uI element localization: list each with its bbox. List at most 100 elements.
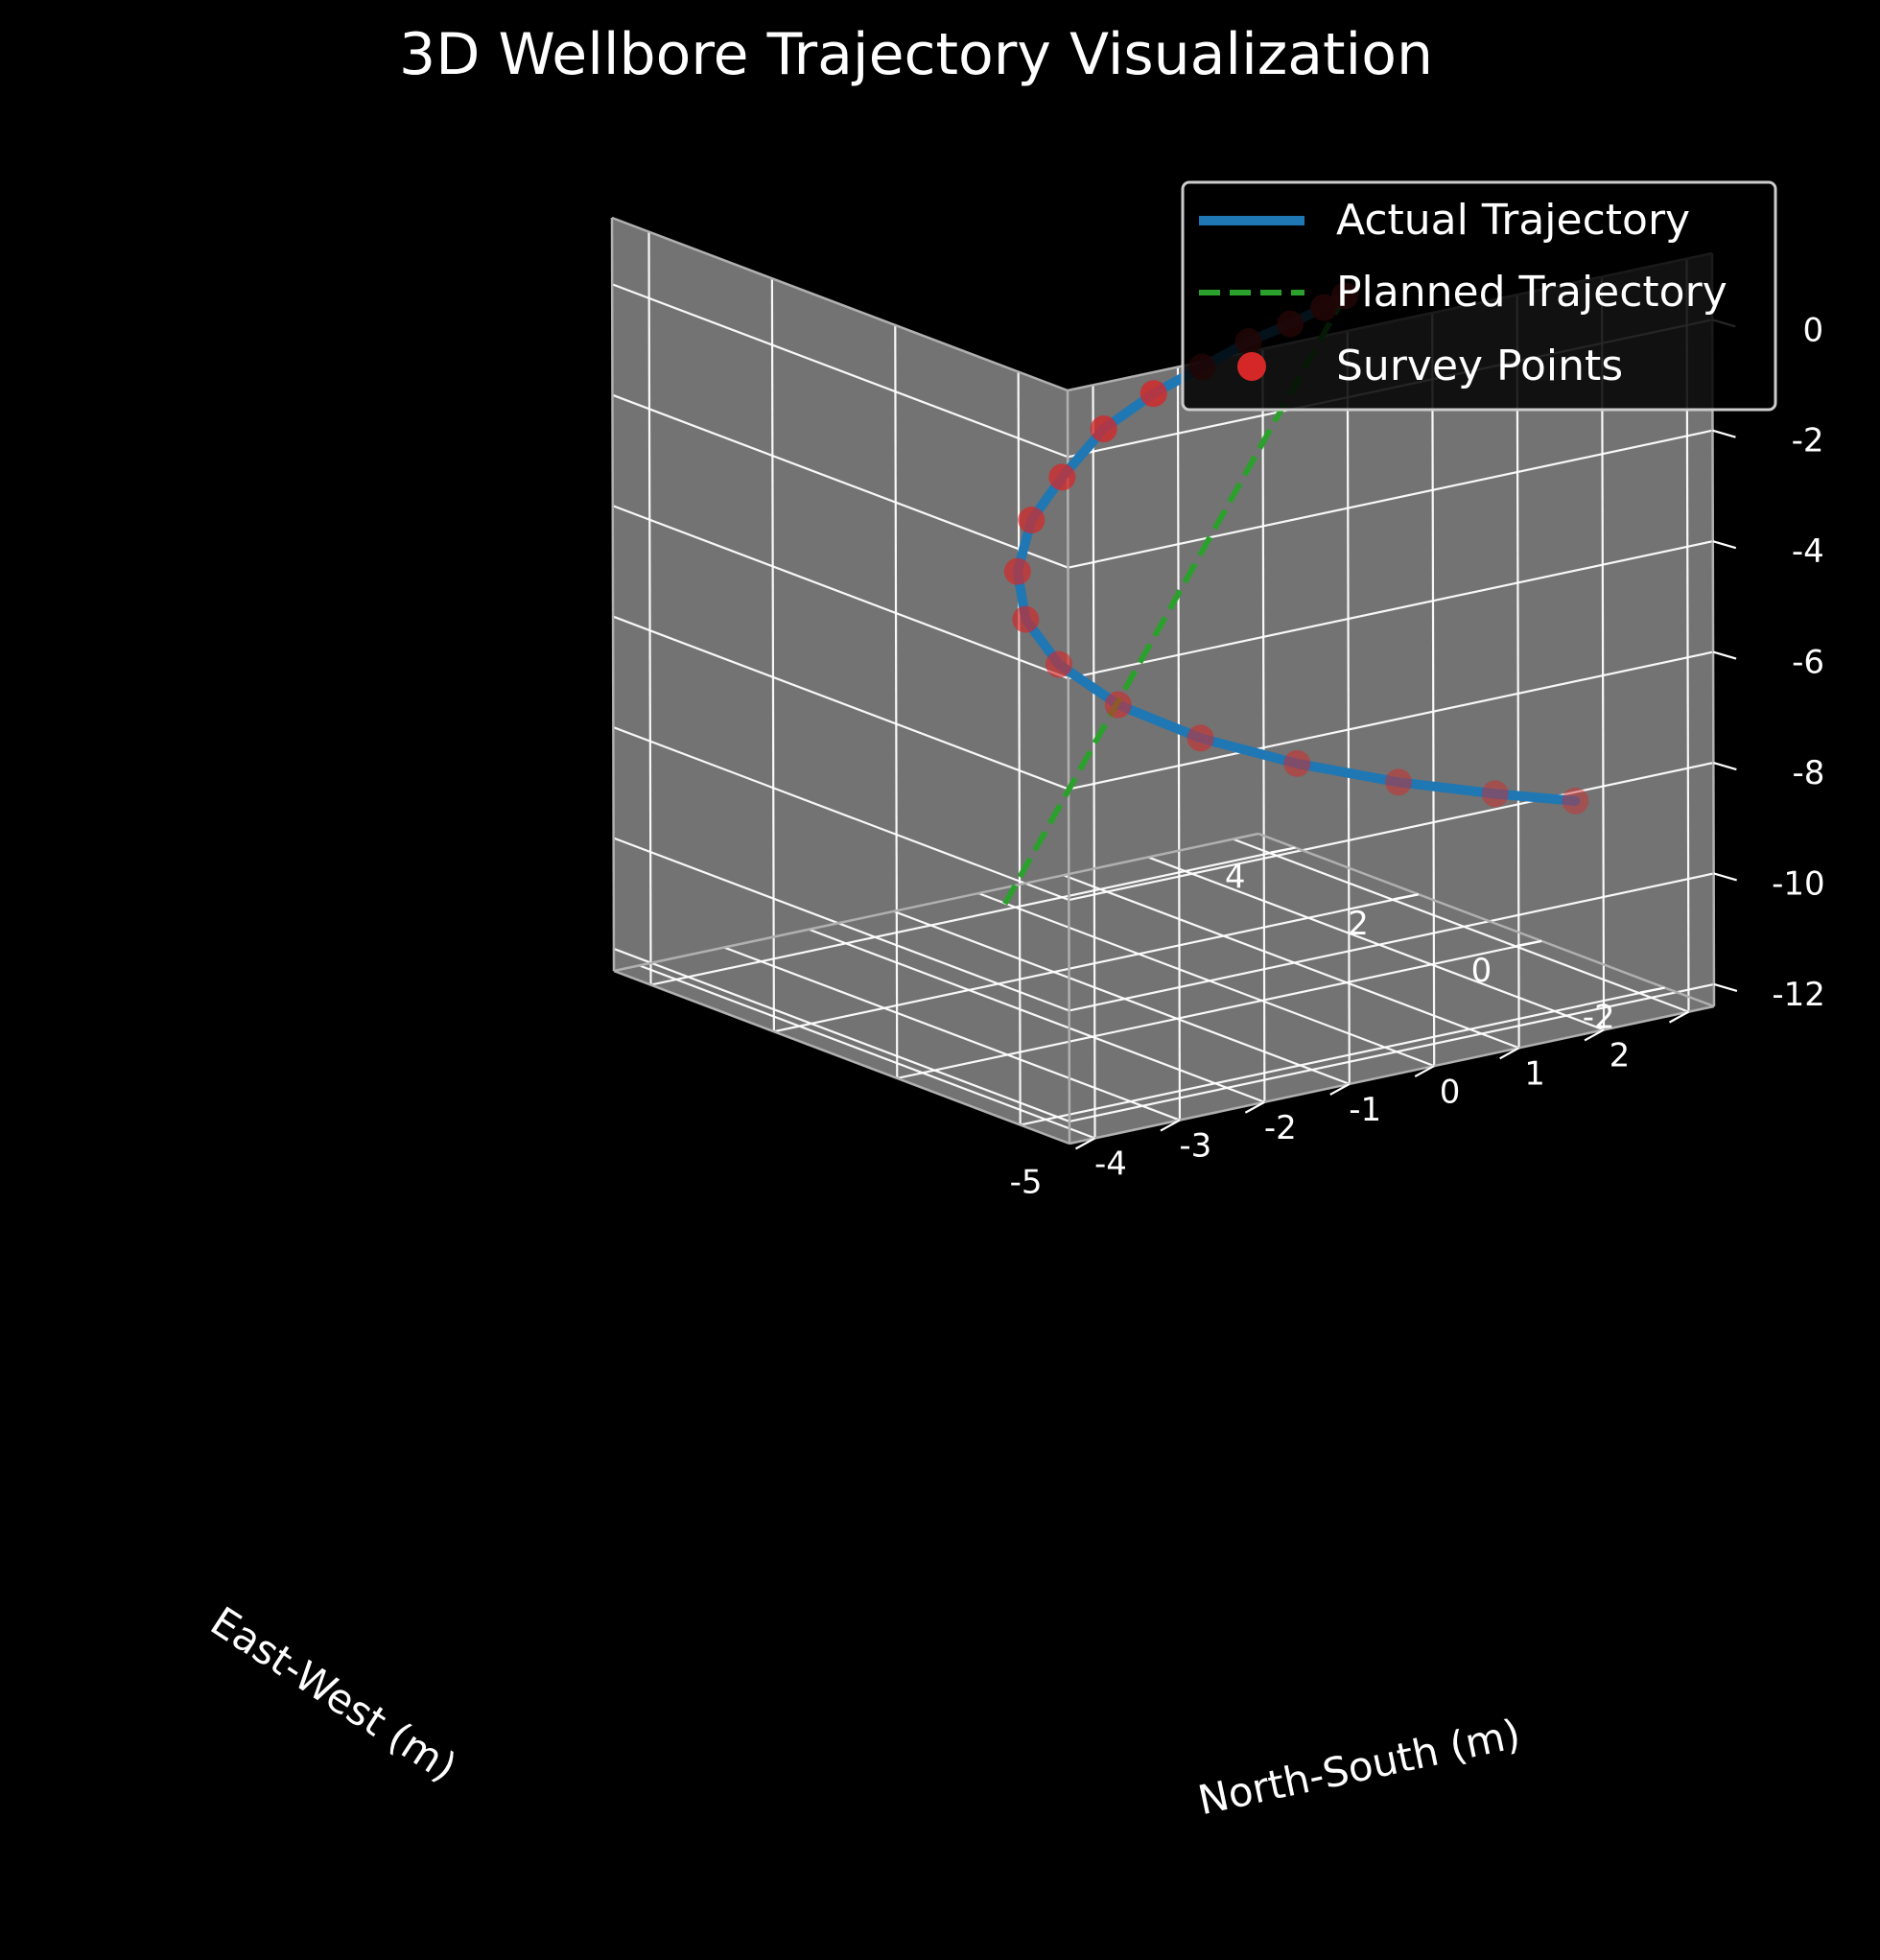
grid-line-z-back xyxy=(1068,540,1713,680)
z-tick-label: -6 xyxy=(1792,644,1824,682)
x-tick xyxy=(1516,939,1542,947)
grid-line-y-floor xyxy=(1063,874,1520,1050)
back-wall-pane xyxy=(1068,253,1714,1144)
x-tick xyxy=(1393,893,1420,901)
grid-line-z-side xyxy=(611,283,1069,459)
grid-line-x-floor xyxy=(650,846,1296,986)
z-tick xyxy=(1712,540,1737,550)
grid-line-y-wall xyxy=(1092,385,1096,1139)
y-tick xyxy=(1668,1010,1690,1024)
x-axis-label: East-West (m) xyxy=(202,1597,465,1790)
pane-edge xyxy=(613,969,1070,1145)
z-tick-label: 0 xyxy=(1803,311,1824,349)
grid-line-z-side xyxy=(612,726,1069,902)
grid-line-z-back xyxy=(1069,761,1714,902)
y-tick xyxy=(1329,1082,1351,1096)
legend-label: Survey Points xyxy=(1336,342,1623,390)
y-tick xyxy=(1499,1047,1520,1060)
grid-line-y-wall xyxy=(1346,330,1351,1084)
z-tick-label: -2 xyxy=(1792,422,1824,460)
grid-line-x-wall xyxy=(1017,371,1022,1125)
legend-box xyxy=(1181,180,1777,412)
grid-line-z-side xyxy=(612,505,1069,680)
z-tick xyxy=(1712,650,1737,660)
survey-point xyxy=(1283,749,1311,777)
grid-line-y-floor xyxy=(639,964,1095,1140)
axis-ticks xyxy=(1074,319,1738,1150)
grid-line-z-side xyxy=(612,615,1069,791)
grid-line-x-wall xyxy=(894,324,899,1078)
grid-lines xyxy=(611,231,1715,1140)
pane-edge xyxy=(1066,390,1071,1145)
pane-edge xyxy=(1257,832,1715,1008)
y-tick-label: -1 xyxy=(1349,1091,1381,1129)
z-tick xyxy=(1713,982,1738,992)
grid-line-x-floor xyxy=(1020,986,1665,1126)
survey-point xyxy=(1481,780,1509,808)
z-tick-label: -8 xyxy=(1792,754,1824,792)
legend: Actual Trajectory Planned Trajectory Surve… xyxy=(1181,180,1777,412)
chart-title: 3D Wellbore Trajectory Visualization xyxy=(399,21,1433,88)
x-tick xyxy=(1639,986,1665,994)
pane-edge xyxy=(611,216,1069,392)
series-line-planned xyxy=(1000,294,1348,908)
y-tick xyxy=(1244,1100,1265,1114)
survey-point xyxy=(1187,724,1214,752)
legend-label: Actual Trajectory xyxy=(1336,196,1690,245)
y-tick-label: 0 xyxy=(1440,1073,1461,1111)
grid-line-y-wall xyxy=(1431,313,1436,1067)
grid-line-z-back xyxy=(1069,982,1715,1122)
survey-point xyxy=(1048,463,1076,491)
grid-line-y-floor xyxy=(893,909,1351,1085)
survey-point xyxy=(1012,605,1040,633)
z-tick xyxy=(1712,429,1736,438)
grid-line-x-wall xyxy=(770,278,775,1032)
grid-line-x-wall xyxy=(647,231,652,985)
x-tick-label: -2 xyxy=(1583,999,1615,1037)
grid-line-z-back xyxy=(1068,650,1714,791)
survey-point xyxy=(1384,768,1412,796)
pane-edge xyxy=(613,832,1259,973)
grid-line-y-floor xyxy=(723,946,1181,1122)
z-tick-label: -12 xyxy=(1772,976,1825,1014)
x-tick-label: 0 xyxy=(1471,952,1492,990)
grid-line-z-side xyxy=(613,837,1070,1012)
y-tick-label: -2 xyxy=(1264,1109,1297,1147)
survey-point xyxy=(1562,787,1589,815)
grid-line-y-floor xyxy=(1147,856,1605,1031)
y-tick-label: 1 xyxy=(1524,1054,1545,1093)
x-tick-label: 2 xyxy=(1348,905,1369,943)
grid-line-z-back xyxy=(1069,872,1714,1012)
axis-panes xyxy=(612,218,1714,1144)
z-tick xyxy=(1713,761,1737,771)
grid-line-x-floor xyxy=(773,893,1420,1033)
y-tick-label: -4 xyxy=(1094,1145,1127,1184)
grid-line-y-wall xyxy=(1516,295,1520,1049)
survey-point xyxy=(1140,380,1167,408)
side-wall-pane xyxy=(612,218,1069,1144)
legend-label: Planned Trajectory xyxy=(1336,268,1727,317)
y-axis-label: North-South (m) xyxy=(1194,1710,1524,1824)
grid-line-y-floor xyxy=(808,928,1265,1103)
grid-line-y-wall xyxy=(1176,366,1182,1121)
survey-point xyxy=(1104,691,1132,719)
y-tick xyxy=(1074,1137,1096,1150)
pane-edge xyxy=(610,217,616,972)
y-tick xyxy=(1584,1028,1605,1042)
z-tick-label: -10 xyxy=(1772,864,1825,903)
grid-line-y-floor xyxy=(977,892,1435,1068)
survey-point xyxy=(1018,507,1046,534)
z-tick xyxy=(1713,872,1737,882)
z-tick-label: -4 xyxy=(1792,532,1824,571)
survey-point xyxy=(1090,415,1117,443)
grid-line-z-side xyxy=(612,393,1069,569)
grid-line-y-floor xyxy=(1233,838,1689,1013)
y-tick xyxy=(1160,1119,1181,1132)
survey-point xyxy=(1003,557,1031,585)
x-tick xyxy=(1270,846,1296,854)
survey-point xyxy=(1046,650,1073,678)
y-tick-label: -3 xyxy=(1179,1127,1211,1166)
y-tick-label: 2 xyxy=(1610,1037,1631,1075)
